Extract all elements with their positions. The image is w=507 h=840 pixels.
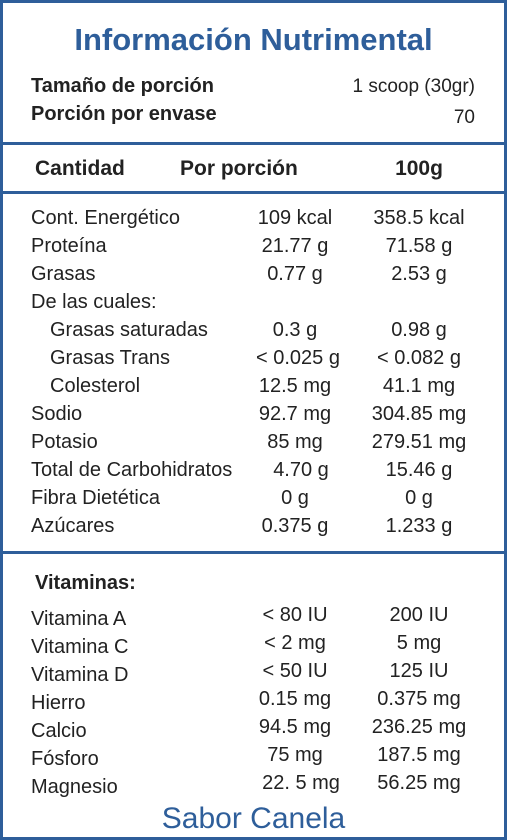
vitamin-per-serving: 75 mg xyxy=(267,744,323,766)
nutrient-per-serving: 92.7 mg xyxy=(258,403,332,425)
header-quantity: Cantidad xyxy=(35,157,125,180)
vitamin-per-100g: 187.5 mg xyxy=(377,744,461,766)
vitamin-name: Vitamina D xyxy=(31,664,129,686)
vitamin-per-serving: < 50 IU xyxy=(262,660,328,682)
vitamin-name: Vitamina C xyxy=(31,636,129,658)
nutrient-per-serving: 0.375 g xyxy=(261,515,329,537)
vitamin-per-serving: 22. 5 mg xyxy=(262,772,340,794)
vitamin-per-serving: < 80 IU xyxy=(262,604,328,626)
nutrient-name: De las cuales: xyxy=(31,291,157,313)
nutrient-per-100g: 41.1 mg xyxy=(382,375,456,397)
nutrient-name: Sodio xyxy=(31,403,83,425)
vitamin-per-100g: 56.25 mg xyxy=(377,772,461,794)
header-per-serving: Por porción xyxy=(180,157,298,180)
nutrient-name: Grasas Trans xyxy=(50,347,171,369)
nutrient-name: Total de Carbohidratos xyxy=(31,459,233,481)
nutrient-per-100g: < 0.082 g xyxy=(377,347,461,369)
nutrient-per-serving: 0.77 g xyxy=(267,263,323,285)
nutrient-name: Azúcares xyxy=(31,515,115,537)
serving-size-label: Tamaño de porción xyxy=(31,75,214,97)
vitamin-name: Magnesio xyxy=(31,776,118,798)
nutrient-name: Cont. Energético xyxy=(31,207,180,229)
nutrient-per-100g: 71.58 g xyxy=(385,235,453,257)
nutrient-per-100g: 358.5 kcal xyxy=(373,207,465,229)
divider xyxy=(0,551,507,554)
vitamin-per-100g: 0.375 mg xyxy=(377,688,461,710)
nutrient-per-serving: 21.77 g xyxy=(261,235,329,257)
label-title: Información Nutrimental xyxy=(74,22,433,57)
vitamin-per-100g: 200 IU xyxy=(389,604,449,626)
nutrient-name: Potasio xyxy=(31,431,98,453)
vitamin-name: Fósforo xyxy=(31,748,99,770)
servings-per-container-value: 70 xyxy=(453,107,475,128)
divider xyxy=(0,191,507,194)
serving-size-value: 1 scoop (30gr) xyxy=(352,76,475,97)
nutrient-per-100g: 2.53 g xyxy=(391,263,447,285)
nutrient-per-serving: 0 g xyxy=(281,487,309,509)
servings-per-container-label: Porción por envase xyxy=(31,103,217,125)
vitamin-per-100g: 236.25 mg xyxy=(371,716,467,738)
nutrient-name: Proteína xyxy=(31,235,107,257)
nutrient-per-100g: 279.51 mg xyxy=(371,431,467,453)
vitamin-per-100g: 5 mg xyxy=(396,632,442,654)
nutrient-per-serving: < 0.025 g xyxy=(256,347,340,369)
vitamin-name: Vitamina A xyxy=(31,608,127,630)
nutrient-per-100g: 15.46 g xyxy=(385,459,453,481)
vitamin-per-100g: 125 IU xyxy=(389,660,449,682)
nutrient-name: Grasas xyxy=(31,263,96,285)
nutrient-per-100g: 0 g xyxy=(405,487,433,509)
divider xyxy=(0,142,507,145)
vitamin-per-serving: 0.15 mg xyxy=(258,688,332,710)
nutrient-per-serving: 0.3 g xyxy=(272,319,318,341)
vitamin-per-serving: < 2 mg xyxy=(264,632,326,654)
vitamins-heading: Vitaminas: xyxy=(35,572,136,594)
nutrient-per-serving: 12.5 mg xyxy=(258,375,332,397)
nutrient-per-serving: 109 kcal xyxy=(257,207,333,229)
vitamin-name: Hierro xyxy=(31,692,86,714)
vitamin-name: Calcio xyxy=(31,720,87,742)
nutrient-name: Colesterol xyxy=(50,375,141,397)
nutrient-per-serving: 4.70 g xyxy=(273,459,329,481)
nutrient-name: Fibra Dietética xyxy=(31,487,160,509)
nutrient-name: Grasas saturadas xyxy=(50,319,208,341)
vitamin-per-serving: 94.5 mg xyxy=(258,716,332,738)
nutrient-per-serving: 85 mg xyxy=(267,431,323,453)
header-per-100g: 100g xyxy=(395,157,443,180)
flavor-label: Sabor Canela xyxy=(161,802,346,835)
nutrient-per-100g: 1.233 g xyxy=(385,515,453,537)
nutrient-per-100g: 304.85 mg xyxy=(371,403,467,425)
nutrient-per-100g: 0.98 g xyxy=(391,319,447,341)
